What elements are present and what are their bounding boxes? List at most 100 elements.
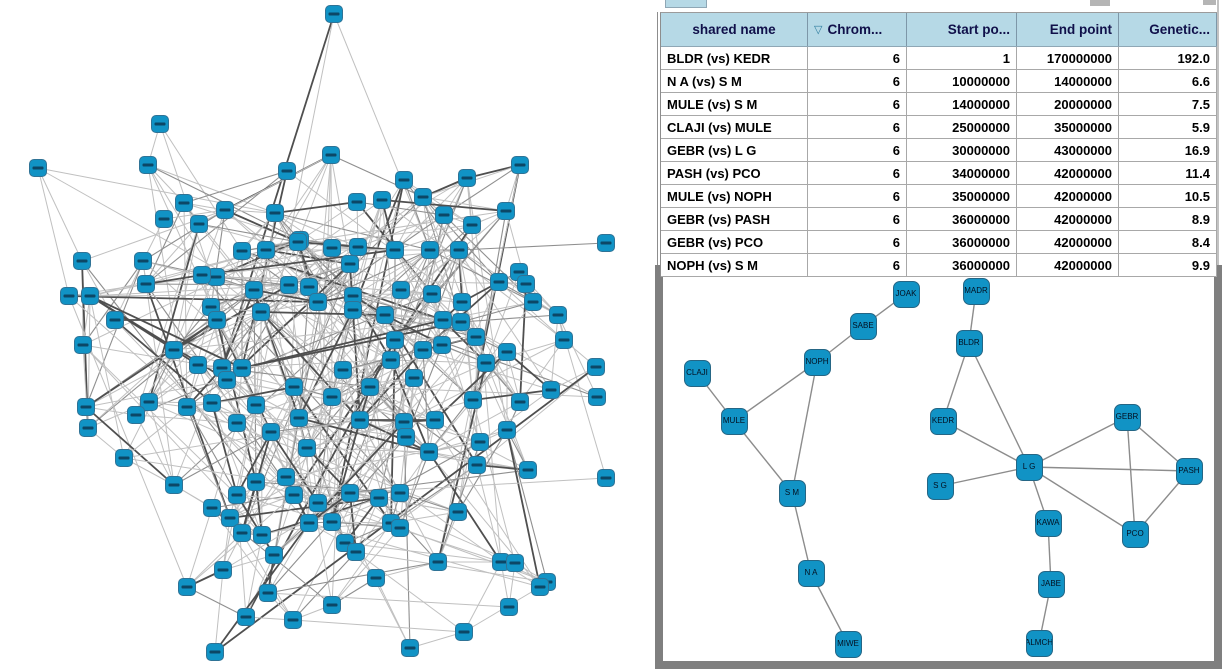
subnetwork-node-s-m[interactable]: S M (778, 479, 806, 507)
table-row[interactable]: MULE (vs) NOPH 6 35000000 42000000 10.5 (661, 185, 1217, 208)
network-node[interactable] (298, 439, 316, 457)
table-row[interactable]: BLDR (vs) KEDR 6 1 170000000 192.0 (661, 47, 1217, 70)
subnetwork-node-kawa[interactable]: KAWA (1034, 509, 1062, 537)
network-node[interactable] (370, 489, 388, 507)
table-row[interactable]: N A (vs) S M 6 10000000 14000000 6.6 (661, 70, 1217, 93)
table-row[interactable]: NOPH (vs) S M 6 36000000 42000000 9.9 (661, 254, 1217, 277)
network-node[interactable] (73, 252, 91, 270)
network-node[interactable] (542, 381, 560, 399)
network-node[interactable] (498, 343, 516, 361)
network-node[interactable] (351, 411, 369, 429)
network-node[interactable] (228, 414, 246, 432)
network-node[interactable] (323, 388, 341, 406)
column-header-start-po[interactable]: Start po... (907, 13, 1017, 46)
network-node[interactable] (361, 378, 379, 396)
network-node[interactable] (290, 409, 308, 427)
network-node[interactable] (151, 115, 169, 133)
network-node[interactable] (206, 643, 224, 661)
network-node[interactable] (309, 494, 327, 512)
network-node[interactable] (134, 252, 152, 270)
network-node[interactable] (471, 433, 489, 451)
column-header-shared-name[interactable]: shared name (661, 13, 808, 46)
network-node[interactable] (463, 216, 481, 234)
network-node[interactable] (237, 608, 255, 626)
network-node[interactable] (420, 443, 438, 461)
network-node[interactable] (467, 328, 485, 346)
network-node[interactable] (137, 275, 155, 293)
subnetwork-node-joak[interactable]: JOAK (892, 280, 920, 308)
subnetwork-node-jabe[interactable]: JABE (1037, 570, 1065, 598)
network-node[interactable] (341, 484, 359, 502)
network-node[interactable] (405, 369, 423, 387)
subnetwork-node-miwe[interactable]: MIWE (834, 630, 862, 658)
network-node[interactable] (349, 238, 367, 256)
subnetwork-node-sabe[interactable]: SABE (849, 312, 877, 340)
network-node[interactable] (497, 202, 515, 220)
network-node[interactable] (178, 578, 196, 596)
network-node[interactable] (266, 204, 284, 222)
subnetwork-node-claji[interactable]: CLAJI (683, 359, 711, 387)
network-node[interactable] (450, 241, 468, 259)
network-node[interactable] (429, 553, 447, 571)
network-node[interactable] (278, 162, 296, 180)
network-node[interactable] (322, 146, 340, 164)
network-node[interactable] (208, 311, 226, 329)
subnetwork-node-noph[interactable]: NOPH (803, 348, 831, 376)
network-node[interactable] (477, 354, 495, 372)
network-node[interactable] (426, 411, 444, 429)
subnetwork-node-pco[interactable]: PCO (1121, 520, 1149, 548)
network-node[interactable] (421, 241, 439, 259)
network-node[interactable] (323, 596, 341, 614)
network-node[interactable] (449, 503, 467, 521)
network-node[interactable] (597, 234, 615, 252)
network-node[interactable] (285, 486, 303, 504)
subnetwork-node-bldr[interactable]: BLDR (955, 329, 983, 357)
column-header-end-point[interactable]: End point (1017, 13, 1119, 46)
network-node[interactable] (458, 169, 476, 187)
network-node[interactable] (77, 398, 95, 416)
network-node[interactable] (519, 461, 537, 479)
table-row[interactable]: GEBR (vs) PASH 6 36000000 42000000 8.9 (661, 208, 1217, 231)
network-node[interactable] (524, 293, 542, 311)
network-node[interactable] (190, 215, 208, 233)
network-node[interactable] (214, 561, 232, 579)
network-node[interactable] (284, 611, 302, 629)
network-node[interactable] (265, 546, 283, 564)
network-node[interactable] (218, 371, 236, 389)
network-node[interactable] (127, 406, 145, 424)
network-node[interactable] (401, 639, 419, 657)
network-node[interactable] (60, 287, 78, 305)
network-node[interactable] (309, 293, 327, 311)
network-node[interactable] (367, 569, 385, 587)
network-node[interactable] (382, 351, 400, 369)
network-node[interactable] (323, 513, 341, 531)
network-node[interactable] (433, 336, 451, 354)
network-node[interactable] (259, 584, 277, 602)
table-row[interactable]: GEBR (vs) PCO 6 36000000 42000000 8.4 (661, 231, 1217, 254)
network-node[interactable] (334, 361, 352, 379)
table-row[interactable]: MULE (vs) S M 6 14000000 20000000 7.5 (661, 93, 1217, 116)
network-node[interactable] (233, 524, 251, 542)
network-node[interactable] (414, 341, 432, 359)
network-node[interactable] (233, 242, 251, 260)
network-node[interactable] (79, 419, 97, 437)
network-node[interactable] (531, 578, 549, 596)
network-node[interactable] (247, 473, 265, 491)
network-node[interactable] (588, 388, 606, 406)
network-node[interactable] (139, 156, 157, 174)
network-node[interactable] (323, 239, 341, 257)
network-node[interactable] (81, 287, 99, 305)
network-node[interactable] (140, 393, 158, 411)
subnetwork-node-kedr[interactable]: KEDR (929, 407, 957, 435)
network-node[interactable] (228, 486, 246, 504)
network-node[interactable] (506, 554, 524, 572)
network-node[interactable] (397, 428, 415, 446)
subnetwork-node-mule[interactable]: MULE (720, 407, 748, 435)
subnetwork-node-almch[interactable]: ALMCH (1025, 629, 1053, 657)
network-node[interactable] (500, 598, 518, 616)
network-node[interactable] (549, 306, 567, 324)
network-node[interactable] (106, 311, 124, 329)
network-node[interactable] (280, 276, 298, 294)
table-row[interactable]: PASH (vs) PCO 6 34000000 42000000 11.4 (661, 162, 1217, 185)
subnetwork-node-gebr[interactable]: GEBR (1113, 403, 1141, 431)
